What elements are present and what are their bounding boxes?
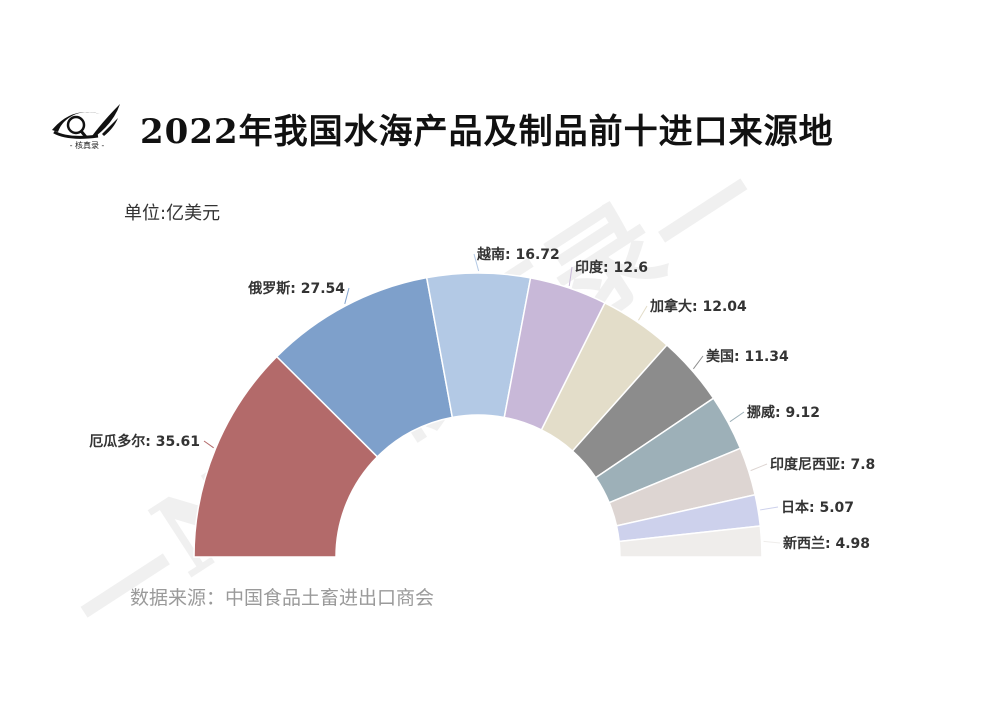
leader-line bbox=[763, 540, 781, 544]
leader-line bbox=[638, 305, 648, 321]
slice-label: 美国: 11.34 bbox=[706, 348, 789, 365]
leader-line bbox=[203, 440, 214, 449]
leader-line bbox=[473, 253, 480, 272]
slice-label: 日本: 5.07 bbox=[781, 499, 854, 516]
slice-label: 越南: 16.72 bbox=[476, 246, 560, 263]
slice-label: 新西兰: 4.98 bbox=[783, 535, 870, 552]
slice-label: 俄罗斯: 27.54 bbox=[247, 280, 345, 297]
slice-label: 印度尼西亚: 7.8 bbox=[770, 456, 875, 473]
slice-label: 加拿大: 12.04 bbox=[649, 298, 747, 315]
slice-9 bbox=[618, 525, 763, 558]
leader-line bbox=[760, 506, 779, 511]
slice-label: 挪威: 9.12 bbox=[747, 404, 820, 421]
leader-line bbox=[729, 411, 745, 423]
leader-line bbox=[692, 355, 704, 370]
leader-line bbox=[750, 463, 768, 472]
unit-label: 单位:亿美元 bbox=[124, 203, 221, 224]
logo-eye-icon bbox=[52, 104, 120, 139]
leader-line bbox=[344, 287, 350, 305]
slice-label: 印度: 12.6 bbox=[575, 259, 648, 276]
logo-caption: - 核真录 - bbox=[69, 141, 105, 150]
leader-line bbox=[568, 266, 573, 287]
chart-title: 2022年我国水海产品及制品前十进口来源地 bbox=[140, 112, 834, 152]
slice-label: 厄瓜多尔: 35.61 bbox=[89, 433, 200, 450]
source-note: 数据来源：中国食品土畜进出口商会 bbox=[130, 587, 435, 609]
